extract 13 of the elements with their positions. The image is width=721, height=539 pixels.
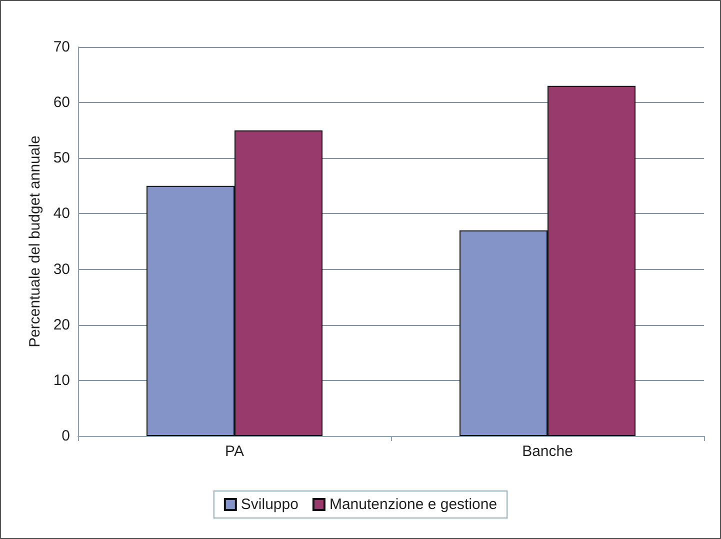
y-tick-label: 10 — [53, 372, 70, 389]
legend-label: Manutenzione e gestione — [329, 496, 498, 513]
y-tick-label: 40 — [53, 205, 70, 222]
y-axis-title: Percentuale del budget annuale — [26, 136, 44, 348]
legend-label: Sviluppo — [240, 496, 298, 513]
x-tick-label: Banche — [522, 443, 573, 460]
y-tick-label: 60 — [53, 94, 70, 112]
x-tick-label: PA — [225, 443, 244, 460]
y-tick-label: 20 — [53, 316, 70, 334]
y-tick-label: 50 — [53, 150, 70, 167]
y-tick-label: 0 — [62, 428, 70, 444]
y-tick-label: 70 — [53, 38, 70, 56]
y-tick-label: 30 — [53, 260, 70, 278]
